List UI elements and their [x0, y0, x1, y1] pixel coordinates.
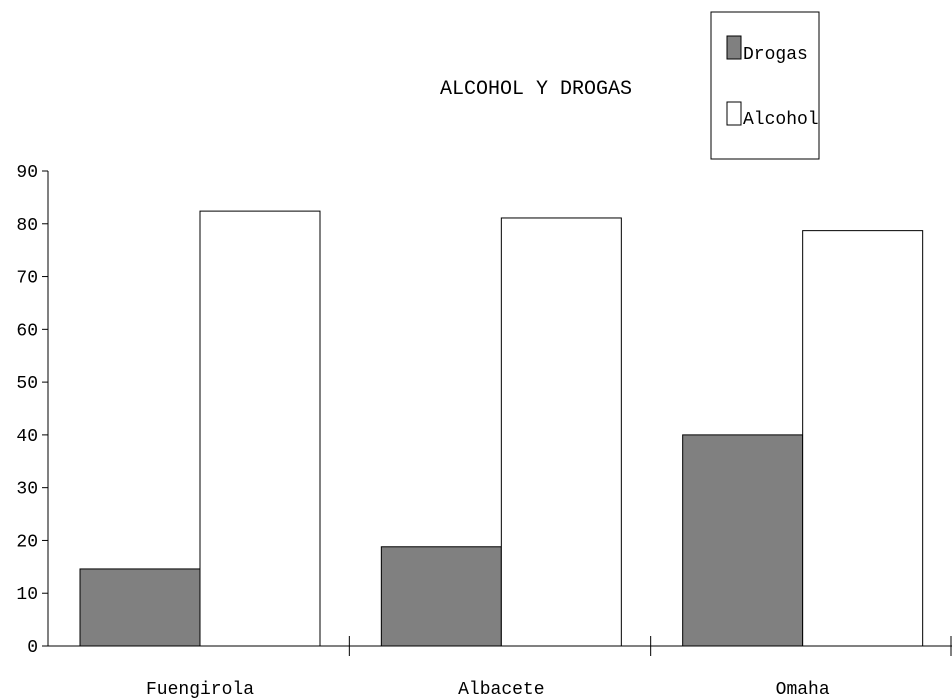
y-tick-label: 60 — [16, 321, 38, 341]
bars — [79, 210, 924, 647]
chart-title: ALCOHOL Y DROGAS — [440, 78, 632, 101]
legend-label-alcohol: Alcohol — [743, 110, 819, 130]
y-tick-label: 30 — [16, 480, 38, 500]
bar-drogas-omaha — [682, 434, 804, 647]
bar-drogas-fuengirola — [79, 568, 201, 647]
legend-label-drogas: Drogas — [743, 45, 808, 65]
labels: 0 10 20 30 40 50 60 70 80 90 Fuengirola Albacete Oma… — [16, 163, 829, 699]
x-category-label: Omaha — [776, 680, 830, 699]
bar-drogas-albacete — [380, 546, 502, 647]
y-tick-label: 20 — [16, 532, 38, 552]
bar-alcohol-albacete — [500, 217, 622, 647]
legend-swatch-alcohol — [726, 101, 742, 126]
bar-alcohol-fuengirola — [199, 210, 321, 647]
x-category-label: Fuengirola — [146, 680, 254, 699]
legend-swatch-drogas — [726, 35, 742, 60]
y-tick-label: 40 — [16, 427, 38, 447]
y-tick-label: 90 — [16, 163, 38, 183]
y-tick-label: 10 — [16, 585, 38, 605]
y-tick-label: 50 — [16, 374, 38, 394]
legend: Drogas Alcohol — [710, 11, 820, 160]
y-tick-label: 0 — [27, 638, 38, 658]
x-category-label: Albacete — [458, 680, 544, 699]
legend-box — [710, 11, 820, 160]
y-tick-label: 70 — [16, 269, 38, 289]
y-tick-label: 80 — [16, 216, 38, 236]
bar-alcohol-omaha — [802, 230, 924, 647]
